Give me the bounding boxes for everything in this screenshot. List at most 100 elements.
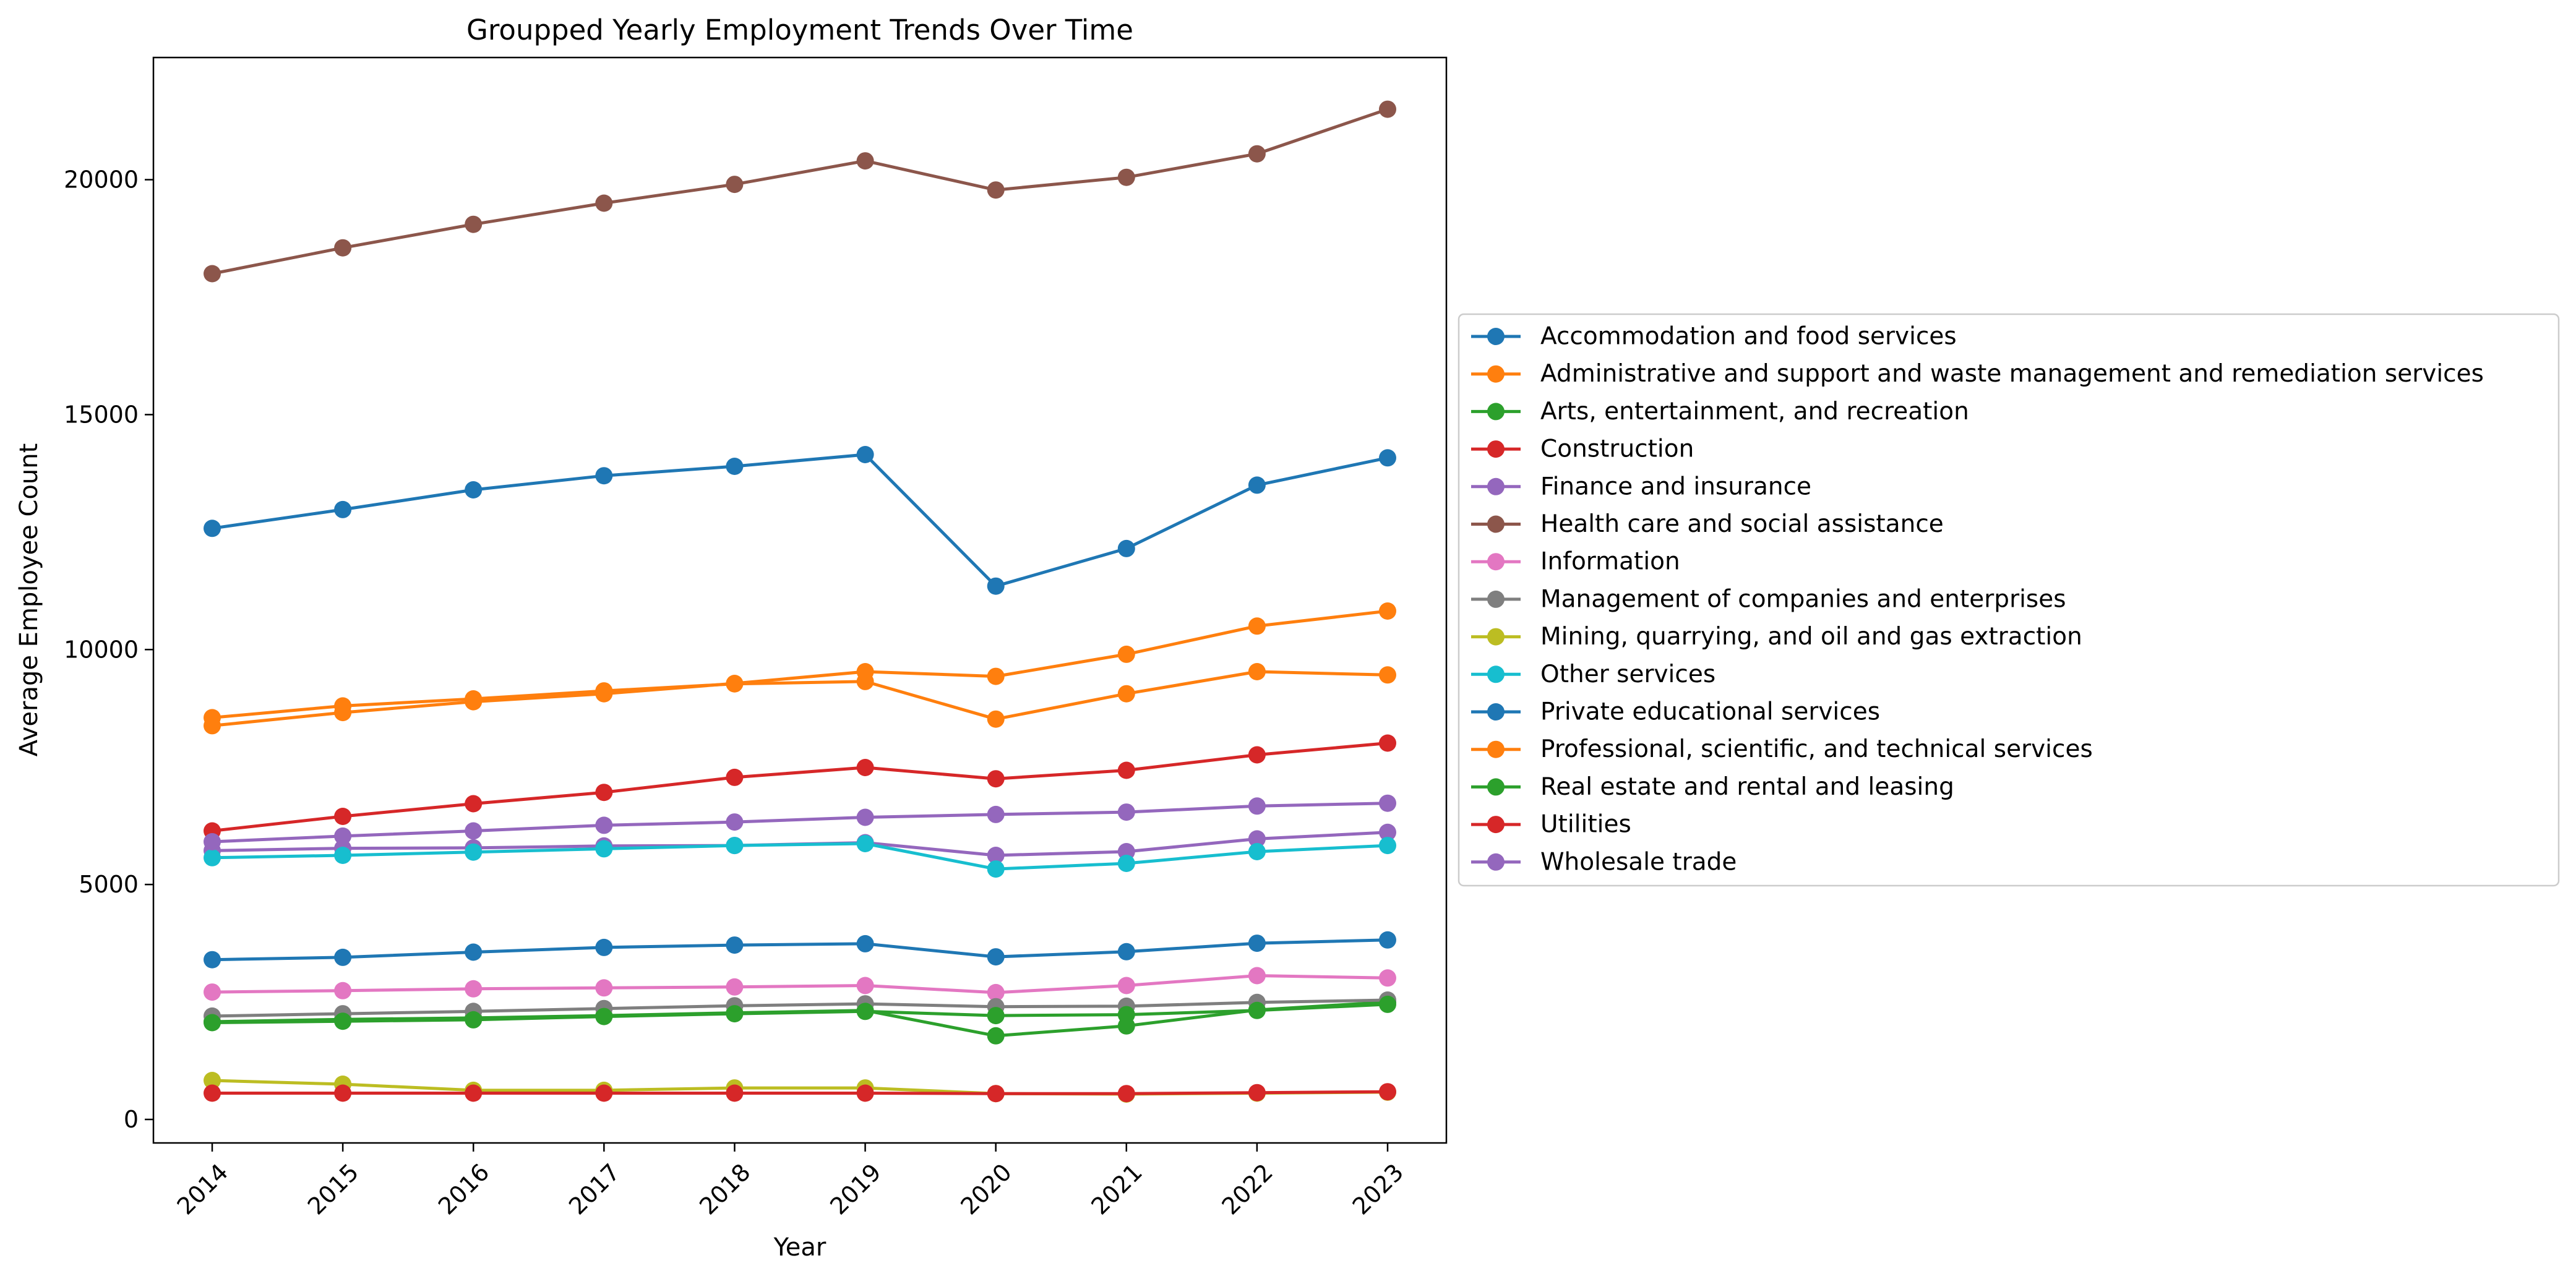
- legend-label: Administrative and support and waste man…: [1540, 360, 2484, 388]
- data-point: [987, 1027, 1005, 1045]
- series-14: [204, 794, 1396, 850]
- series-12: [204, 995, 1396, 1032]
- data-point: [204, 951, 221, 969]
- data-point: [595, 1007, 613, 1025]
- data-point: [1117, 1006, 1135, 1024]
- data-point: [726, 1005, 744, 1023]
- series-line: [212, 998, 1388, 1018]
- x-axis: 2014 2015 2016 2017 2018 2019 2020 2021 2022 2023: [172, 1143, 1409, 1220]
- data-point: [1248, 1084, 1266, 1101]
- x-tick-label: 2020: [955, 1158, 1017, 1220]
- data-point: [726, 936, 744, 954]
- legend-label: Arts, entertainment, and recreation: [1540, 398, 1969, 426]
- legend-label: Private educational services: [1540, 698, 1880, 726]
- data-point: [987, 577, 1005, 595]
- legend-item: Management of companies and enterprises: [1471, 585, 2066, 613]
- y-tick-label: 20000: [64, 166, 139, 194]
- data-point: [1379, 1083, 1396, 1101]
- legend: Accommodation and food services Administr…: [1458, 313, 2560, 887]
- legend-marker: [1487, 403, 1505, 421]
- data-point: [1117, 168, 1135, 186]
- data-point: [465, 822, 483, 840]
- series-3: [204, 734, 1396, 840]
- legend-item: Mining, quarrying, and oil and gas extra…: [1471, 623, 2082, 651]
- legend-label: Health care and social assistance: [1540, 510, 1944, 538]
- data-point: [987, 860, 1005, 878]
- data-point: [595, 467, 613, 485]
- data-point: [1379, 734, 1396, 752]
- data-point: [987, 181, 1005, 199]
- legend-item: Utilities: [1471, 811, 1631, 839]
- series-6: [204, 967, 1396, 1001]
- y-axis-label: Average Employee Count: [15, 443, 43, 757]
- data-point: [1117, 685, 1135, 703]
- series-line: [212, 670, 1388, 721]
- legend-label: Finance and insurance: [1540, 473, 1811, 500]
- legend-label: Other services: [1540, 661, 1715, 688]
- data-point: [465, 1084, 483, 1102]
- legend-marker: [1487, 740, 1505, 758]
- data-point: [1379, 602, 1396, 620]
- data-point: [334, 982, 352, 999]
- series-line: [212, 1090, 1388, 1095]
- x-axis-label: Year: [773, 1233, 826, 1262]
- legend-label: Mining, quarrying, and oil and gas extra…: [1540, 623, 2082, 651]
- legend-label: Management of companies and enterprises: [1540, 585, 2066, 613]
- y-tick-label: 15000: [64, 401, 139, 428]
- legend-marker: [1487, 853, 1505, 871]
- data-point: [204, 520, 221, 537]
- data-point: [1117, 803, 1135, 821]
- legend-marker: [1487, 816, 1505, 834]
- data-point: [1248, 663, 1266, 680]
- data-point: [987, 983, 1005, 1001]
- data-point: [595, 938, 613, 956]
- data-point: [595, 979, 613, 997]
- data-point: [1248, 145, 1266, 163]
- series-line: [212, 609, 1388, 727]
- data-point: [856, 759, 874, 776]
- data-point: [1117, 645, 1135, 663]
- data-point: [1248, 967, 1266, 985]
- legend-label: Accommodation and food services: [1540, 323, 1957, 351]
- x-tick-label: 2014: [172, 1158, 234, 1220]
- x-tick-label: 2023: [1347, 1158, 1409, 1220]
- series-line: [212, 742, 1388, 832]
- legend-item: Health care and social assistance: [1471, 510, 1944, 538]
- series-10: [204, 931, 1396, 969]
- legend-label: Professional, scientific, and technical …: [1540, 735, 2093, 763]
- data-point: [334, 808, 352, 825]
- data-point: [465, 481, 483, 498]
- data-point: [1248, 843, 1266, 860]
- data-point: [334, 239, 352, 257]
- legend-item: Wholesale trade: [1471, 848, 1737, 876]
- data-point: [1379, 837, 1396, 855]
- data-point: [465, 980, 483, 998]
- data-point: [1248, 476, 1266, 494]
- legend-frame: [1458, 313, 2560, 887]
- x-tick-label: 2015: [303, 1158, 364, 1220]
- data-point: [987, 1007, 1005, 1025]
- legend-item: Professional, scientific, and technical …: [1471, 735, 2093, 763]
- data-point: [465, 843, 483, 861]
- data-point: [1379, 823, 1396, 841]
- data-point: [204, 1014, 221, 1032]
- series-11: [204, 602, 1396, 735]
- data-point: [726, 675, 744, 692]
- data-point: [204, 1084, 221, 1102]
- data-point: [987, 805, 1005, 823]
- series-2: [204, 993, 1396, 1045]
- legend-item: Other services: [1471, 661, 1715, 688]
- x-tick-label: 2018: [694, 1158, 756, 1220]
- data-point: [334, 948, 352, 966]
- data-point: [726, 768, 744, 786]
- data-point: [1379, 995, 1396, 1013]
- data-point: [856, 663, 874, 680]
- data-point: [1117, 943, 1135, 960]
- legend-label: Real estate and rental and leasing: [1540, 773, 1954, 801]
- data-point: [856, 1003, 874, 1020]
- legend-marker: [1487, 590, 1505, 608]
- data-point: [856, 446, 874, 463]
- legend-marker: [1487, 553, 1505, 571]
- data-point: [856, 152, 874, 170]
